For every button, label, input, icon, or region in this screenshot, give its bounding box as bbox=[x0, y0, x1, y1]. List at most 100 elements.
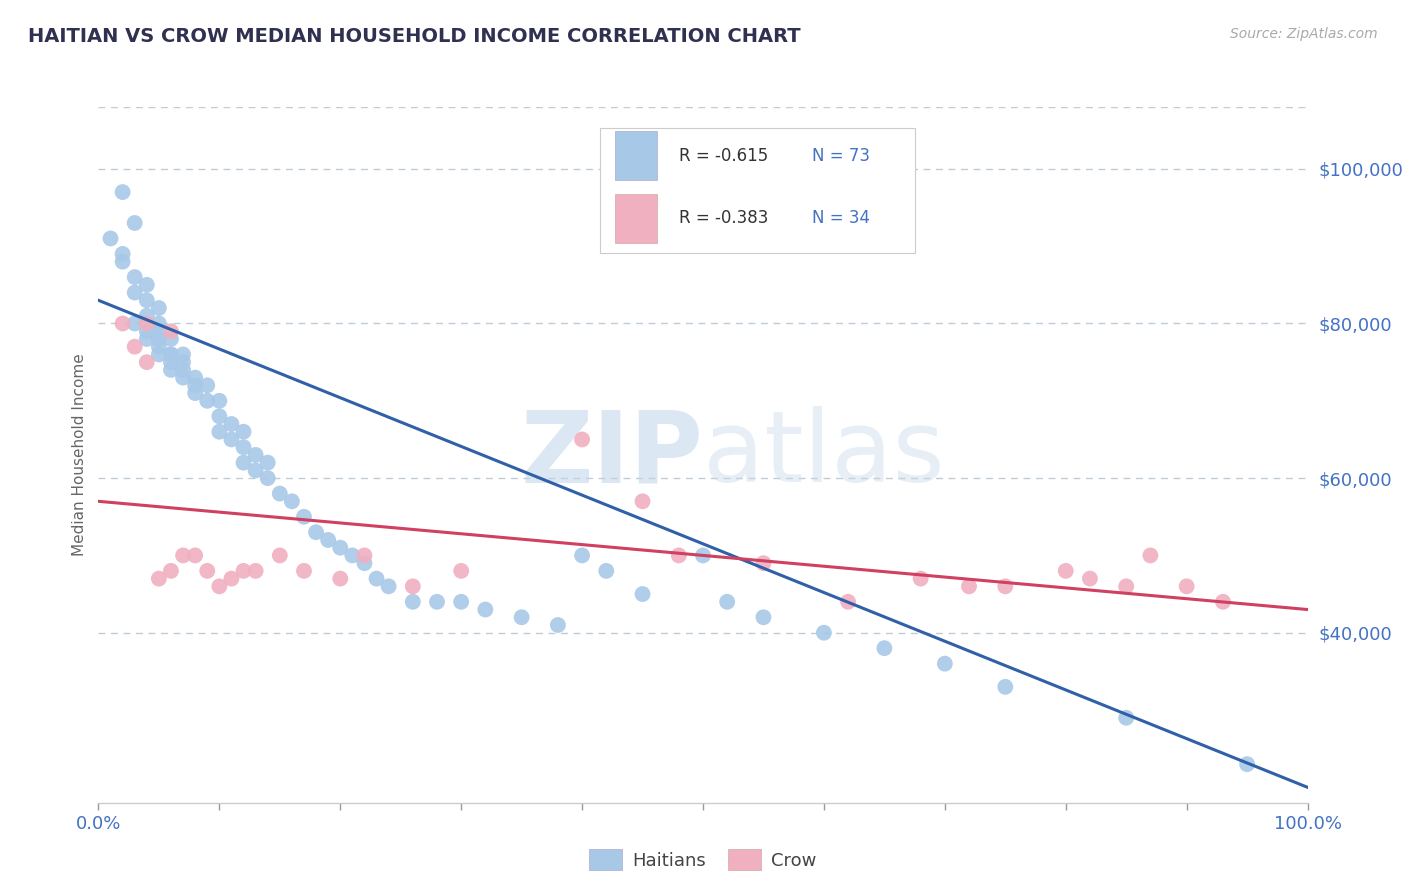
Point bbox=[148, 324, 170, 338]
FancyBboxPatch shape bbox=[600, 128, 915, 253]
Point bbox=[208, 425, 231, 439]
Point bbox=[232, 456, 254, 470]
Point bbox=[160, 564, 183, 578]
Text: ZIP: ZIP bbox=[520, 407, 703, 503]
Legend: Haitians, Crow: Haitians, Crow bbox=[582, 842, 824, 877]
Point bbox=[184, 378, 207, 392]
Point bbox=[426, 595, 449, 609]
Point bbox=[124, 270, 146, 285]
Point bbox=[232, 425, 254, 439]
Point bbox=[668, 549, 690, 563]
Point bbox=[837, 595, 859, 609]
Text: R = -0.615: R = -0.615 bbox=[679, 147, 768, 165]
Point bbox=[135, 309, 157, 323]
Point bbox=[292, 564, 315, 578]
FancyBboxPatch shape bbox=[614, 131, 657, 180]
Point bbox=[135, 293, 157, 308]
Point bbox=[813, 625, 835, 640]
Point bbox=[111, 317, 134, 331]
Point bbox=[232, 564, 254, 578]
Point bbox=[377, 579, 399, 593]
Point bbox=[135, 355, 157, 369]
Point bbox=[111, 185, 134, 199]
Point bbox=[353, 556, 375, 570]
Point bbox=[571, 549, 593, 563]
Point bbox=[450, 595, 472, 609]
Point bbox=[1139, 549, 1161, 563]
Point bbox=[1054, 564, 1077, 578]
Point bbox=[366, 572, 388, 586]
Point bbox=[195, 393, 218, 408]
Point bbox=[160, 347, 183, 361]
Point bbox=[100, 231, 122, 245]
Point bbox=[547, 618, 569, 632]
Text: N = 73: N = 73 bbox=[811, 147, 870, 165]
Point bbox=[148, 572, 170, 586]
Point bbox=[160, 347, 183, 361]
Point bbox=[752, 610, 775, 624]
Point bbox=[256, 456, 278, 470]
Point bbox=[148, 332, 170, 346]
Point bbox=[269, 549, 291, 563]
Y-axis label: Median Household Income: Median Household Income bbox=[72, 353, 87, 557]
Point bbox=[510, 610, 533, 624]
Point bbox=[135, 332, 157, 346]
Point bbox=[329, 541, 352, 555]
Point bbox=[934, 657, 956, 671]
Text: HAITIAN VS CROW MEDIAN HOUSEHOLD INCOME CORRELATION CHART: HAITIAN VS CROW MEDIAN HOUSEHOLD INCOME … bbox=[28, 27, 801, 45]
Point bbox=[631, 494, 654, 508]
Point bbox=[281, 494, 304, 508]
Point bbox=[124, 216, 146, 230]
Point bbox=[208, 409, 231, 424]
Point bbox=[135, 277, 157, 292]
Point bbox=[221, 572, 243, 586]
Point bbox=[160, 332, 183, 346]
Point bbox=[160, 324, 183, 338]
Point bbox=[172, 549, 194, 563]
Point bbox=[1115, 711, 1137, 725]
Point bbox=[124, 317, 146, 331]
Point bbox=[160, 363, 183, 377]
Point bbox=[135, 317, 157, 331]
Text: atlas: atlas bbox=[703, 407, 945, 503]
Point bbox=[256, 471, 278, 485]
Point bbox=[184, 549, 207, 563]
Point bbox=[752, 556, 775, 570]
Point bbox=[402, 579, 425, 593]
Point bbox=[1175, 579, 1198, 593]
Point bbox=[135, 324, 157, 338]
Point bbox=[148, 317, 170, 331]
Point bbox=[245, 448, 267, 462]
Point bbox=[184, 370, 207, 384]
Point bbox=[208, 393, 231, 408]
Point bbox=[208, 579, 231, 593]
Point bbox=[1078, 572, 1101, 586]
Point bbox=[111, 247, 134, 261]
Point bbox=[172, 363, 194, 377]
Point bbox=[148, 340, 170, 354]
Point bbox=[172, 355, 194, 369]
Point bbox=[195, 378, 218, 392]
Point bbox=[124, 285, 146, 300]
Point bbox=[221, 433, 243, 447]
Point bbox=[353, 549, 375, 563]
Point bbox=[571, 433, 593, 447]
Point bbox=[172, 347, 194, 361]
Point bbox=[245, 564, 267, 578]
Point bbox=[595, 564, 617, 578]
Point bbox=[232, 440, 254, 454]
Point bbox=[245, 463, 267, 477]
Text: Source: ZipAtlas.com: Source: ZipAtlas.com bbox=[1230, 27, 1378, 41]
Point bbox=[195, 564, 218, 578]
Text: R = -0.383: R = -0.383 bbox=[679, 210, 768, 227]
Point bbox=[221, 417, 243, 431]
Point bbox=[402, 595, 425, 609]
Point bbox=[316, 533, 339, 547]
Point bbox=[994, 579, 1017, 593]
Point bbox=[692, 549, 714, 563]
Point bbox=[1236, 757, 1258, 772]
Point bbox=[474, 602, 496, 616]
Point bbox=[148, 301, 170, 315]
Point bbox=[292, 509, 315, 524]
FancyBboxPatch shape bbox=[614, 194, 657, 243]
